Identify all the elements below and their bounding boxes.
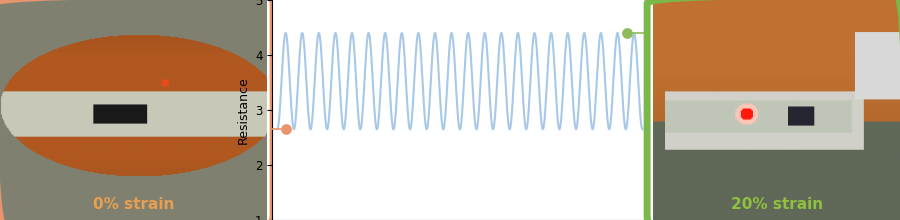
Text: 0% strain: 0% strain (93, 197, 174, 212)
Text: 20% strain: 20% strain (731, 197, 823, 212)
Point (620, 31, 634, 35)
Point (279, 128, 293, 131)
Y-axis label: Resistance: Resistance (237, 76, 249, 144)
